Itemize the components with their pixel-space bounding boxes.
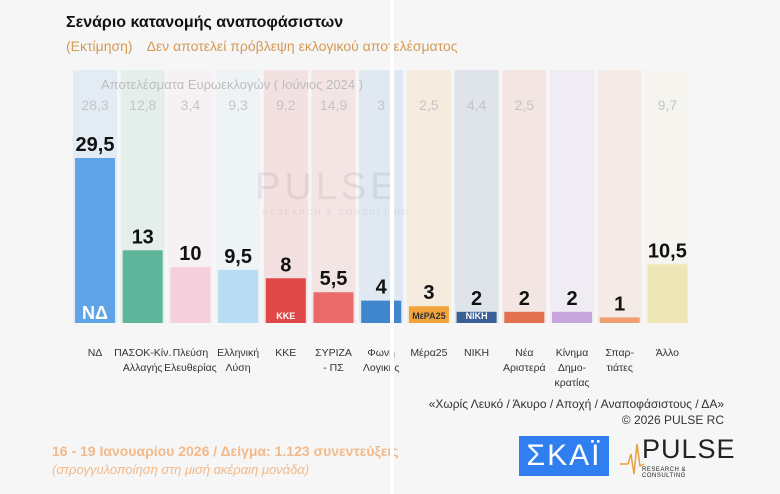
footnote-exclusions: «Χωρίς Λευκό / Άκυρο / Αποχή / Αναποφάσι… xyxy=(428,397,724,411)
bar xyxy=(456,311,497,323)
category-label: τιάτες xyxy=(606,362,632,374)
category-label: Πλεύση xyxy=(173,347,209,359)
bar xyxy=(75,158,115,323)
category-label: ΣΥΡΙΖΑ xyxy=(315,347,352,359)
footnote-copyright: © 2026 PULSE RC xyxy=(621,413,724,427)
survey-date: 16 - 19 Ιανουαρίου 2026 / Δείγμα: 1.123 … xyxy=(52,443,399,459)
reference-value: 9,7 xyxy=(658,97,678,113)
bar xyxy=(170,267,211,323)
category-label: Άλλο xyxy=(656,347,679,359)
rounding-note: (στρογγυλοποίηση στη μισή ακέραιη μονάδα… xyxy=(52,462,310,477)
chart-title: Σενάριο κατανομής αναποφάσιστων xyxy=(66,14,344,31)
watermark: PULSE xyxy=(255,166,400,208)
party-logo: ΜέΡΑ25 xyxy=(412,311,445,321)
reference-value: 9,3 xyxy=(228,97,248,113)
column-background xyxy=(597,70,642,323)
value-label: 2 xyxy=(471,288,482,310)
bar xyxy=(504,311,545,323)
watermark-sub: RESEARCH & CONSULTING xyxy=(262,208,411,217)
reference-value: 3,4 xyxy=(181,97,201,113)
bar xyxy=(313,292,354,323)
value-label: 1 xyxy=(614,293,625,315)
category-label: Φωνή xyxy=(367,347,395,359)
value-label: 10,5 xyxy=(648,240,687,262)
reference-value: 4,4 xyxy=(467,97,487,113)
column-background xyxy=(502,70,547,323)
value-label: 9,5 xyxy=(224,246,252,268)
bar-chart: Αποτελέσματα Ευρωεκλογών ( Ιούνιος 2024 … xyxy=(73,70,690,389)
category-label: Σπαρ- xyxy=(605,347,634,359)
bar xyxy=(647,264,688,323)
pulse-logo-text: PULSE xyxy=(642,434,736,464)
bar xyxy=(122,250,163,323)
value-label: 8 xyxy=(280,254,291,276)
bar xyxy=(265,278,306,323)
bar xyxy=(218,269,259,323)
value-label: 2 xyxy=(519,288,530,310)
skai-logo: ΣΚΑΪ xyxy=(519,436,609,476)
category-label: ΠΑΣΟΚ-Κίν. xyxy=(114,347,171,359)
category-label: Ελευθερίας xyxy=(164,362,217,374)
footnote: «Χωρίς Λευκό / Άκυρο / Αποχή / Αναποφάσι… xyxy=(429,396,724,428)
category-label: Αλλαγής xyxy=(123,362,163,374)
pulse-logo-sub: RESEARCH & CONSULTING xyxy=(642,467,687,479)
bar xyxy=(552,311,592,323)
value-label: 10 xyxy=(179,243,201,265)
value-label: 13 xyxy=(132,226,154,248)
reference-label: Αποτελέσματα Ευρωεκλογών ( Ιούνιος 2024 … xyxy=(101,77,363,92)
reference-value: 28,3 xyxy=(81,97,108,113)
value-label: 5,5 xyxy=(320,268,348,290)
category-label: Κίνημα xyxy=(556,347,589,359)
reference-value: 14,9 xyxy=(320,97,347,113)
category-label: κρατίας xyxy=(555,377,590,389)
pulse-wave-icon xyxy=(620,443,645,475)
reference-value: 9,2 xyxy=(276,97,296,113)
value-label: 29,5 xyxy=(76,134,115,156)
reference-value: 3 xyxy=(377,97,385,113)
category-label: ΝΙΚΗ xyxy=(464,347,489,359)
column-background xyxy=(359,70,404,323)
category-label: Λύση xyxy=(226,362,251,374)
category-label: Δημο- xyxy=(558,362,587,374)
category-label: Μέρα25 xyxy=(410,347,447,359)
category-label: ΚΚΕ xyxy=(275,347,296,359)
subtitle-estimate: (Εκτίμηση) xyxy=(66,38,133,54)
subtitle-disclaimer: Δεν αποτελεί πρόβλεψη εκλογικού αποτελέσ… xyxy=(146,38,458,54)
party-logo: ΝΔ xyxy=(82,303,108,323)
reference-value: 12,8 xyxy=(129,97,156,113)
reference-value: 2,5 xyxy=(515,97,535,113)
reference-value: 2,5 xyxy=(419,97,439,113)
chart-subtitle: (Εκτίμηση) Δεν αποτελεί πρόβλεψη εκλογικο… xyxy=(66,38,472,54)
bar xyxy=(408,306,449,323)
category-label: ΝΔ xyxy=(88,347,103,359)
party-logo: ΝΙΚΗ xyxy=(466,311,488,321)
category-label: Ελληνική xyxy=(217,347,259,359)
bar xyxy=(361,300,402,323)
column-background xyxy=(406,70,451,323)
value-label: 3 xyxy=(423,282,434,304)
category-label: Λογικής xyxy=(363,362,400,374)
party-logo: ΚΚΕ xyxy=(276,311,295,321)
bar xyxy=(599,317,640,323)
category-label: Νέα xyxy=(515,347,533,359)
column-background xyxy=(311,70,356,323)
category-label: Αριστερά xyxy=(503,362,546,374)
pulse-logo: PULSE RESEARCH & CONSULTING xyxy=(620,434,735,479)
category-label: - ΠΣ xyxy=(323,362,344,374)
value-label: 4 xyxy=(376,277,388,299)
column-background xyxy=(550,70,594,323)
column-background xyxy=(454,70,499,323)
value-label: 2 xyxy=(566,288,577,310)
divider xyxy=(390,0,394,494)
